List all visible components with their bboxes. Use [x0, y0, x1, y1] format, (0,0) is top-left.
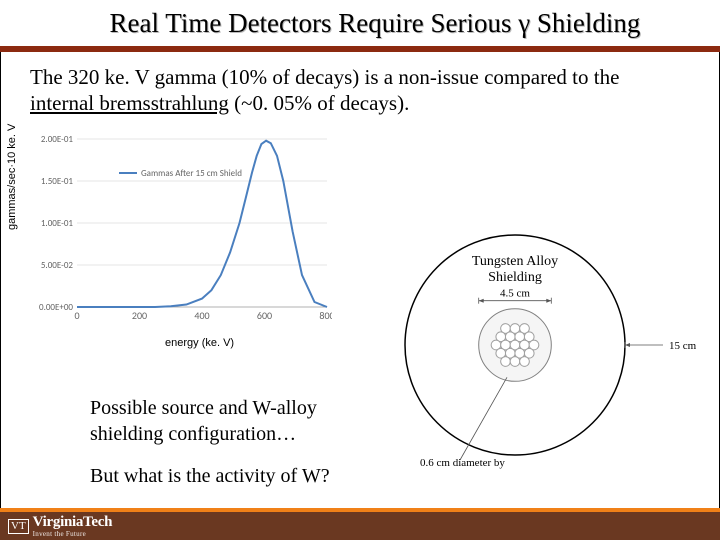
- svg-text:400: 400: [194, 309, 209, 322]
- intro-underlined: internal bremsstrahlung: [30, 91, 229, 115]
- svg-text:1.00E-01: 1.00E-01: [41, 218, 74, 229]
- svg-text:200: 200: [132, 309, 147, 322]
- chart-plot: 0.00E+00 5.00E-02 1.00E-01 1.50E-01 2.00E-01…: [32, 135, 332, 315]
- svg-text:2.00E-01: 2.00E-01: [41, 135, 74, 145]
- slide-title: Real Time Detectors Require Serious γ Sh…: [0, 0, 720, 39]
- svg-text:Tungsten Alloy: Tungsten Alloy: [472, 254, 558, 269]
- svg-text:4.5 cm: 4.5 cm: [500, 288, 530, 300]
- svg-text:Shielding: Shielding: [488, 270, 542, 285]
- intro-text: The 320 ke. V gamma (10% of decays) is a…: [30, 64, 680, 117]
- svg-text:Gammas After 15 cm Shield: Gammas After 15 cm Shield: [141, 168, 242, 179]
- chart-ylabel: gammas/sec·10 ke. V: [6, 124, 18, 230]
- chart-xlabel: energy (ke. V): [165, 337, 234, 349]
- svg-text:1.50E-01: 1.50E-01: [41, 176, 74, 187]
- diagram-svg: Tungsten AlloyShielding 4.5 cm 15 cm 0.6 cm…: [365, 210, 700, 470]
- svg-text:0.6 cm diameter by: 0.6 cm diameter by: [420, 457, 505, 469]
- svg-text:5.00E-02: 5.00E-02: [41, 260, 74, 271]
- chart-svg: 0.00E+00 5.00E-02 1.00E-01 1.50E-01 2.00E-01…: [32, 135, 332, 325]
- svg-text:800: 800: [319, 309, 332, 322]
- title-bar: Real Time Detectors Require Serious γ Sh…: [0, 0, 720, 52]
- logo-mark: VT: [8, 519, 29, 534]
- bottom-text-1: Possible source and W-alloy shielding co…: [90, 395, 370, 447]
- svg-text:600: 600: [257, 309, 272, 322]
- svg-text:15 cm: 15 cm: [669, 340, 697, 352]
- svg-text:0: 0: [74, 309, 79, 322]
- footer-bar: VT VirginiaTech Invent the Future: [0, 508, 720, 540]
- footer-logo: VT VirginiaTech Invent the Future: [8, 514, 112, 538]
- bottom-text-2: But what is the activity of W?: [90, 465, 390, 488]
- shielding-diagram: Tungsten AlloyShielding 4.5 cm 15 cm 0.6 cm…: [365, 210, 700, 470]
- svg-text:0.00E+00: 0.00E+00: [39, 302, 73, 313]
- gamma-chart: gammas/sec·10 ke. V energy (ke. V) 0.00E…: [10, 135, 340, 335]
- logo-subtitle: Invent the Future: [33, 530, 112, 538]
- intro-prefix: The 320 ke. V gamma (10% of decays) is a…: [30, 65, 619, 89]
- logo-name: VirginiaTech: [33, 514, 112, 531]
- intro-suffix: (~0. 05% of decays).: [229, 91, 409, 115]
